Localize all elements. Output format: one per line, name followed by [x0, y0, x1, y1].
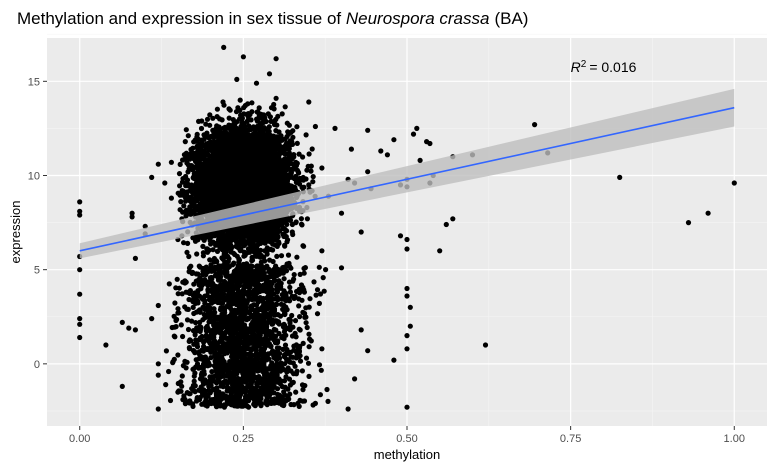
- data-point: [299, 222, 305, 228]
- data-point: [286, 122, 292, 128]
- data-point: [271, 121, 278, 128]
- data-point: [227, 107, 233, 113]
- data-point: [178, 199, 184, 205]
- data-point: [191, 139, 197, 145]
- data-point: [182, 139, 188, 145]
- data-point: [279, 111, 285, 117]
- data-point: [237, 97, 243, 103]
- data-point: [226, 256, 232, 262]
- data-point: [206, 247, 212, 253]
- data-point: [230, 117, 236, 123]
- data-point: [267, 114, 273, 120]
- data-point: [231, 121, 237, 127]
- data-point: [177, 161, 183, 167]
- data-point: [289, 166, 295, 172]
- data-point: [249, 100, 255, 106]
- data-point: [194, 251, 200, 257]
- data-point: [210, 247, 216, 253]
- data-point: [214, 106, 220, 112]
- data-point: [296, 170, 302, 176]
- chart-title-prefix: Methylation and expression in sex tissue…: [17, 9, 346, 28]
- data-point: [244, 118, 250, 124]
- data-point: [204, 116, 211, 122]
- data-point: [201, 237, 207, 243]
- data-point: [296, 151, 302, 157]
- data-point: [256, 105, 262, 111]
- data-point: [309, 146, 315, 152]
- data-point: [304, 216, 310, 222]
- data-point: [221, 251, 227, 257]
- data-point: [185, 240, 191, 246]
- data-point: [310, 179, 316, 185]
- data-point: [308, 168, 314, 174]
- data-point: [237, 107, 243, 113]
- data-point: [263, 118, 269, 125]
- data-point: [199, 118, 205, 124]
- data-point: [214, 114, 220, 120]
- data-point: [186, 253, 192, 260]
- data-point: [288, 129, 294, 135]
- data-point: [310, 174, 316, 180]
- data-point: [200, 243, 206, 249]
- data-point: [293, 173, 299, 180]
- data-point: [184, 177, 191, 183]
- data-point: [241, 249, 247, 255]
- data-point: [274, 253, 280, 259]
- data-point: [211, 255, 217, 262]
- chart-title-species: Neurospora crassa: [346, 9, 490, 28]
- data-point: [239, 115, 245, 121]
- data-point: [306, 151, 312, 157]
- data-point: [186, 196, 192, 202]
- data-point: [183, 213, 189, 219]
- data-point: [228, 127, 234, 133]
- data-point: [226, 115, 232, 121]
- data-point: [180, 157, 186, 163]
- data-point: [276, 129, 282, 135]
- data-point: [294, 254, 300, 260]
- data-point: [226, 122, 232, 128]
- data-point: [183, 127, 189, 133]
- data-point: [200, 250, 206, 256]
- data-point: [241, 253, 247, 259]
- data-point: [187, 211, 193, 217]
- data-point: [214, 123, 220, 129]
- chart-title: Methylation and expression in sex tissue…: [17, 9, 528, 28]
- data-point: [248, 117, 254, 123]
- data-point: [246, 123, 252, 129]
- data-point: [258, 252, 264, 259]
- data-point: [298, 216, 304, 222]
- data-point: [181, 203, 187, 209]
- data-point: [184, 249, 190, 255]
- data-point: [258, 115, 264, 121]
- data-point: [180, 176, 186, 182]
- data-point: [249, 255, 255, 261]
- data-point: [214, 248, 221, 254]
- data-point: [198, 125, 205, 132]
- data-point: [219, 117, 225, 123]
- data-point: [282, 104, 288, 110]
- data-point: [267, 257, 273, 263]
- chart-title-suffix: (BA): [494, 9, 528, 28]
